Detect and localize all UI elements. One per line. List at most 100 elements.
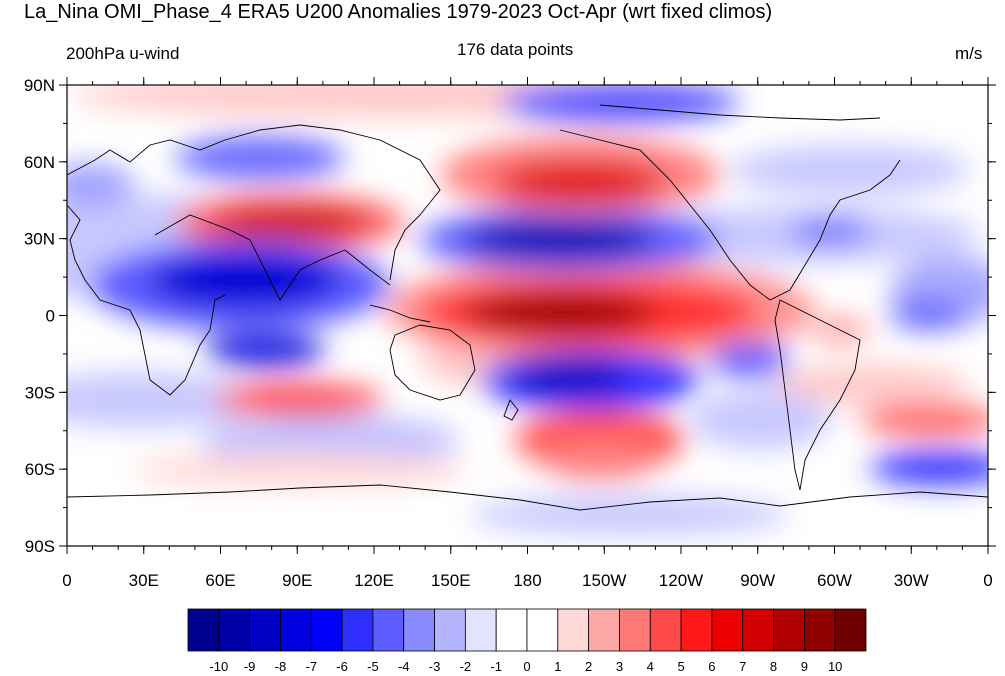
colorbar-swatch [434, 608, 466, 652]
colorbar-label: 2 [585, 659, 592, 674]
anomaly-patch [67, 372, 260, 428]
colorbar-swatch [619, 608, 651, 652]
variable-label: 200hPa u-wind [66, 44, 180, 63]
colorbar-label: -6 [336, 659, 348, 674]
lon-tick-label: 60E [205, 571, 235, 590]
anomaly-patch [215, 384, 385, 416]
coastline-south-america [774, 299, 861, 491]
lat-tick-label: 60N [24, 153, 55, 172]
colorbar-label: 5 [677, 659, 684, 674]
anomaly-patch [130, 452, 470, 488]
colorbar-label: -4 [398, 659, 410, 674]
colorbar-label: -7 [305, 659, 317, 674]
colorbar-label: 0 [523, 659, 530, 674]
lon-labels: 0 30E 60E 90E 120E 150E 180 150W 120W 90W 60W 30W 0 [62, 571, 992, 590]
lon-tick-label: 60W [817, 571, 852, 590]
lon-tick-label: 180 [513, 571, 541, 590]
anomaly-patch [540, 440, 660, 480]
colorbar-swatch [526, 608, 559, 652]
coastline-north-america [559, 129, 901, 301]
colorbar-swatch [680, 608, 713, 652]
colorbar-label: -1 [490, 659, 502, 674]
colorbar-label: 9 [801, 659, 808, 674]
lat-tick-label: 30N [24, 230, 55, 249]
colorbar-label: 8 [770, 659, 777, 674]
anomaly-patch [690, 390, 830, 450]
colorbar-label: -9 [244, 659, 256, 674]
anomaly-patch [730, 145, 970, 195]
colorbar-label: -10 [209, 659, 228, 674]
anomaly-patch [175, 136, 345, 180]
colorbar-swatch [495, 608, 528, 652]
lon-tick-label: 90W [740, 571, 775, 590]
anomaly-patch [870, 451, 988, 485]
colorbar-label: 10 [828, 659, 842, 674]
anomaly-patch [500, 85, 740, 122]
coastline-eurasia-north [67, 124, 441, 281]
colorbar-label: 1 [554, 659, 561, 674]
colorbar-swatch [372, 608, 405, 652]
colorbar-swatch [341, 608, 374, 652]
lon-tick-label: 120E [354, 571, 394, 590]
colorbar-label: 7 [739, 659, 746, 674]
colorbar: -10 -9 -8 -7 -6 -5 -4 -3 -2 -1 0 1 2 3 4 5 6 7 8 9 10 [187, 608, 867, 674]
coastline-australia [389, 324, 476, 401]
lat-tick-label: 60S [25, 460, 55, 479]
colorbar-swatch [187, 608, 220, 652]
colorbar-swatch [464, 608, 497, 652]
anomaly-patch [150, 252, 340, 308]
colorbar-swatch [803, 608, 836, 652]
colorbar-label: -8 [275, 659, 287, 674]
colorbar-swatch [557, 608, 590, 652]
coastlines [67, 104, 988, 511]
axis-ticks [59, 77, 996, 554]
colorbar-label: -5 [367, 659, 379, 674]
lon-tick-label: 90E [282, 571, 312, 590]
colorbar-swatch [649, 608, 682, 652]
anomaly-field [67, 85, 988, 535]
lon-tick-label: 150E [431, 571, 471, 590]
anomaly-patch [495, 162, 665, 202]
colorbar-swatch [834, 608, 867, 652]
lon-tick-label: 30E [129, 571, 159, 590]
coastline-new-zealand [503, 399, 519, 421]
anomaly-patch [710, 342, 790, 378]
colorbar-label: 4 [647, 659, 654, 674]
anomaly-patch [770, 365, 970, 405]
colorbar-swatch [742, 608, 774, 652]
coastline-arctic [599, 104, 881, 121]
colorbar-swatch [403, 608, 435, 652]
lon-tick-label: 0 [62, 571, 71, 590]
anomaly-patch [860, 404, 988, 436]
colorbar-label: -3 [429, 659, 441, 674]
lat-tick-label: 30S [25, 383, 55, 402]
lon-tick-label: 120W [659, 571, 703, 590]
anomaly-patch [67, 163, 135, 207]
colorbar-swatch [280, 608, 312, 652]
anomaly-patch [465, 221, 655, 259]
lat-labels: 90N 60N 30N 0 30S 60S 90S [24, 76, 55, 556]
anomaly-patch [205, 332, 325, 368]
coastline-africa [67, 204, 226, 396]
colorbar-swatch [711, 608, 744, 652]
lat-tick-label: 0 [46, 307, 55, 326]
colorbar-swatch [218, 608, 251, 652]
units-label: m/s [955, 44, 983, 63]
colorbar-label: 6 [708, 659, 715, 674]
lon-tick-label: 150W [582, 571, 626, 590]
colorbar-swatch [310, 608, 343, 652]
sample-count-label: 176 data points [457, 40, 574, 59]
lat-tick-label: 90S [25, 537, 55, 556]
anomaly-patch [790, 220, 870, 244]
anomaly-patch [210, 209, 370, 237]
lat-tick-label: 90N [24, 76, 55, 95]
coastline-indonesia [369, 304, 431, 323]
anomaly-patch [465, 293, 655, 333]
colorbar-label: -2 [460, 659, 472, 674]
colorbar-label: 3 [616, 659, 623, 674]
lon-tick-label: 0 [983, 571, 992, 590]
colorbar-swatch [773, 608, 805, 652]
figure-title: La_Nina OMI_Phase_4 ERA5 U200 Anomalies … [24, 1, 773, 23]
coastline-south-asia [154, 214, 391, 301]
